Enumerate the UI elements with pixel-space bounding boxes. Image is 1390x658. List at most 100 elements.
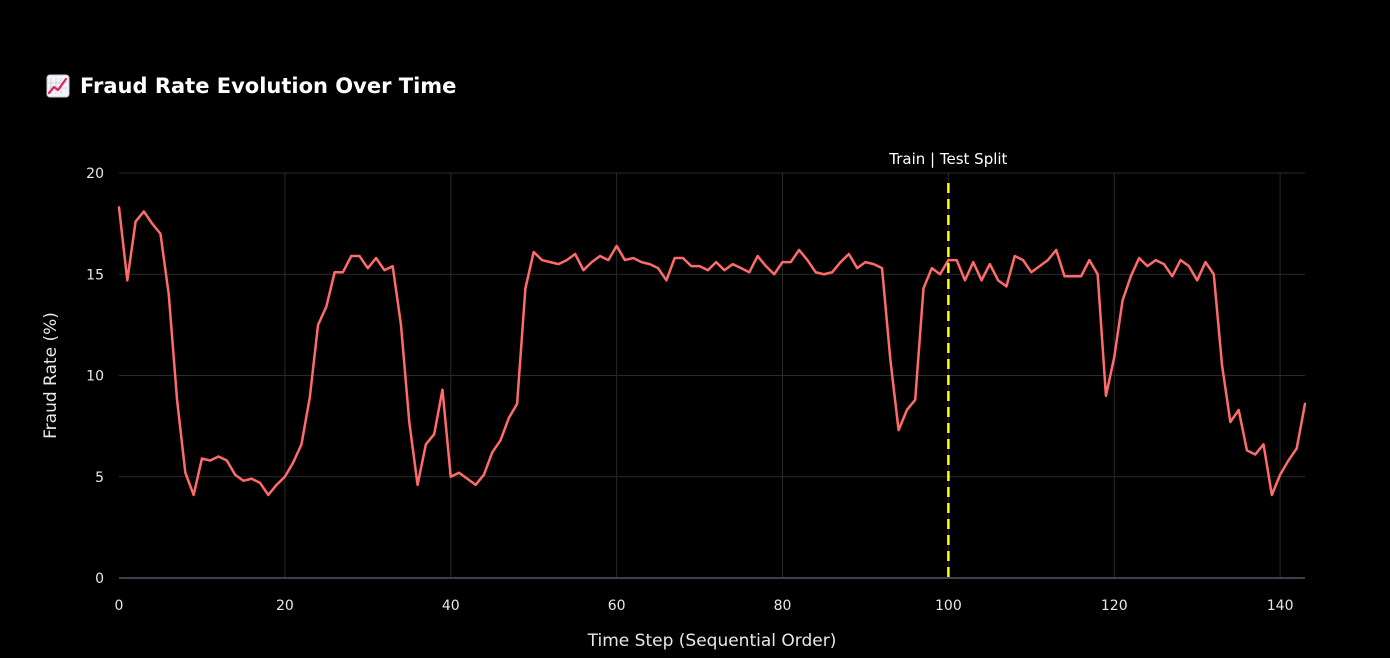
data-point-124 — [1146, 265, 1149, 268]
data-point-43 — [474, 483, 477, 486]
axes: 0 20 40 60 80 100 120 140 0 5 10 15 20 — [86, 166, 1305, 614]
data-point-63 — [640, 261, 643, 263]
data-point-68 — [682, 257, 684, 259]
data-point-14 — [234, 473, 237, 476]
data-point-72 — [715, 261, 718, 263]
data-point-139 — [1270, 494, 1273, 496]
data-point-123 — [1138, 257, 1141, 259]
data-point-4 — [151, 222, 154, 225]
data-point-128 — [1179, 259, 1182, 261]
y-axis-title: Fraud Rate (%) — [41, 312, 61, 439]
data-point-2 — [134, 220, 137, 223]
data-point-38 — [433, 433, 436, 436]
data-point-36 — [416, 483, 419, 486]
data-point-81 — [789, 261, 792, 263]
data-point-57 — [590, 261, 593, 263]
data-point-132 — [1212, 273, 1215, 276]
data-point-12 — [217, 455, 220, 458]
data-point-67 — [673, 257, 676, 259]
data-point-133 — [1221, 364, 1223, 367]
data-point-86 — [831, 271, 834, 274]
data-point-134 — [1229, 421, 1232, 423]
data-point-89 — [856, 267, 859, 270]
data-point-40 — [449, 475, 452, 478]
data-point-84 — [814, 271, 817, 274]
x-tick-label-40: 40 — [442, 598, 460, 614]
data-point-142 — [1295, 447, 1298, 450]
data-point-82 — [798, 249, 800, 251]
data-point-131 — [1204, 261, 1207, 263]
data-point-11 — [209, 459, 212, 462]
x-tick-label-20: 20 — [276, 598, 294, 614]
data-point-107 — [1005, 285, 1008, 288]
data-point-31 — [375, 257, 378, 259]
data-point-1 — [126, 279, 129, 282]
data-point-135 — [1237, 409, 1240, 411]
data-point-32 — [383, 269, 386, 272]
data-point-119 — [1105, 394, 1107, 397]
data-point-41 — [458, 471, 460, 474]
data-point-27 — [342, 271, 344, 274]
data-point-46 — [499, 439, 502, 442]
data-point-66 — [665, 279, 668, 282]
data-point-26 — [333, 271, 336, 274]
data-point-137 — [1254, 453, 1257, 456]
grid-lines — [119, 172, 1305, 578]
data-point-56 — [582, 269, 585, 272]
data-point-6 — [167, 293, 170, 296]
data-point-55 — [574, 253, 577, 255]
data-point-76 — [748, 271, 751, 274]
data-point-102 — [964, 279, 966, 282]
data-point-21 — [292, 461, 295, 464]
data-point-59 — [607, 259, 610, 261]
data-point-74 — [731, 263, 734, 266]
data-point-48 — [516, 402, 518, 405]
data-point-140 — [1279, 473, 1282, 476]
y-tick-label-10: 10 — [86, 369, 104, 385]
data-point-141 — [1287, 459, 1290, 462]
data-point-96 — [914, 398, 917, 401]
y-tick-label-20: 20 — [86, 166, 104, 182]
data-point-42 — [466, 477, 469, 480]
data-point-88 — [847, 253, 850, 255]
data-point-101 — [955, 259, 958, 261]
data-point-8 — [184, 471, 187, 474]
x-tick-label-100: 100 — [935, 598, 962, 614]
data-point-87 — [839, 261, 842, 263]
x-tick-label-60: 60 — [608, 598, 626, 614]
data-point-73 — [723, 269, 726, 272]
data-point-120 — [1113, 356, 1116, 359]
y-tick-label-15: 15 — [86, 267, 104, 283]
data-point-51 — [541, 259, 543, 261]
data-point-34 — [400, 323, 402, 326]
series-layer — [117, 206, 1307, 497]
data-point-24 — [317, 323, 319, 326]
data-point-109 — [1022, 259, 1024, 261]
data-point-111 — [1038, 265, 1041, 268]
data-point-114 — [1063, 275, 1066, 278]
data-point-13 — [225, 459, 228, 462]
x-tick-label-140: 140 — [1267, 598, 1294, 614]
data-point-80 — [781, 261, 784, 263]
data-point-15 — [242, 479, 245, 482]
data-point-62 — [632, 257, 635, 259]
x-tick-label-0: 0 — [115, 598, 124, 614]
x-axis-title: Time Step (Sequential Order) — [587, 631, 837, 651]
data-point-103 — [972, 261, 975, 263]
data-point-138 — [1262, 443, 1265, 446]
data-point-112 — [1046, 259, 1049, 261]
data-point-25 — [325, 305, 328, 308]
data-point-60 — [615, 245, 618, 247]
data-point-130 — [1196, 279, 1199, 282]
data-point-92 — [881, 267, 883, 270]
data-point-53 — [557, 263, 560, 266]
data-point-110 — [1030, 271, 1033, 274]
chart-title: Fraud Rate Evolution Over Time — [80, 74, 457, 98]
data-point-121 — [1121, 299, 1124, 302]
data-point-16 — [250, 477, 253, 480]
data-point-20 — [283, 475, 286, 478]
data-point-28 — [350, 255, 353, 257]
split-annotation: Train | Test Split — [888, 150, 1008, 578]
data-point-5 — [159, 232, 162, 235]
